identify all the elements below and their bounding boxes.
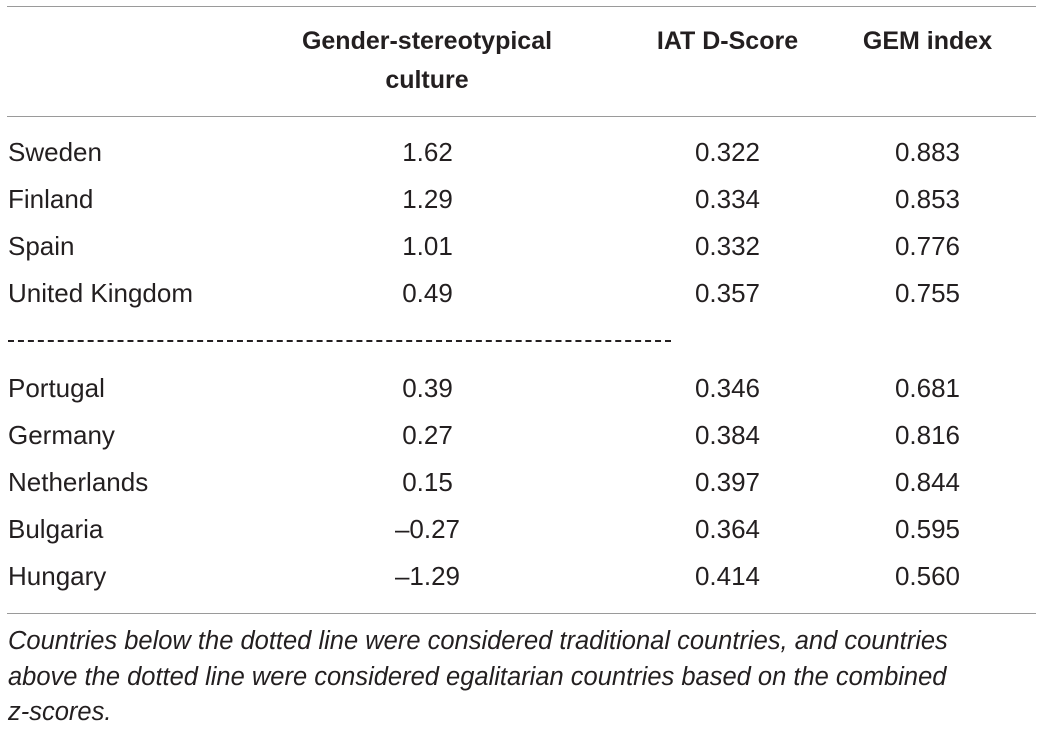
country-cell: Finland [8, 184, 94, 214]
iat-cell: 0.397 [694, 467, 761, 497]
table-row: Bulgaria –0.27 0.364 0.595 [0, 506, 1043, 553]
table-row: United Kingdom 0.49 0.357 0.755 [0, 270, 1043, 317]
header-iat-d-score: IAT D-Score [656, 27, 799, 55]
iat-cell: 0.384 [694, 420, 761, 450]
iat-cell: 0.346 [694, 373, 761, 403]
country-cell: Hungary [8, 561, 107, 591]
footnote-line: Countries below the dotted line were con… [8, 627, 948, 655]
dotted-divider [8, 340, 671, 342]
table-row: Spain 1.01 0.332 0.776 [0, 223, 1043, 270]
gem-cell: 0.816 [894, 420, 961, 450]
country-cell: United Kingdom [8, 278, 193, 308]
footnote-line: above the dotted line were considered eg… [8, 662, 947, 691]
gem-cell: 0.595 [894, 514, 961, 544]
culture-cell: 0.49 [402, 278, 453, 308]
header-line: culture [385, 66, 469, 94]
gem-cell: 0.883 [894, 137, 961, 167]
iat-cell: 0.364 [694, 514, 761, 544]
table-row: Finland 1.29 0.334 0.853 [0, 176, 1043, 223]
gem-cell: 0.560 [894, 561, 961, 591]
culture-cell: 1.62 [402, 137, 453, 167]
table-row: Sweden 1.62 0.322 0.883 [0, 129, 1043, 176]
table-row: Germany 0.27 0.384 0.816 [0, 412, 1043, 459]
country-cell: Sweden [8, 137, 102, 167]
table-row: Netherlands 0.15 0.397 0.844 [0, 459, 1043, 506]
iat-cell: 0.414 [694, 561, 761, 591]
iat-cell: 0.322 [694, 137, 761, 167]
country-cell: Bulgaria [8, 514, 104, 544]
gem-cell: 0.844 [894, 467, 961, 497]
table-row: Hungary –1.29 0.414 0.560 [0, 553, 1043, 600]
culture-cell: 1.01 [402, 231, 453, 261]
header-line: Gender-stereotypical [301, 27, 553, 55]
footnote-line: z-scores. [8, 698, 112, 726]
culture-cell: –0.27 [394, 514, 461, 544]
culture-cell: 1.29 [402, 184, 453, 214]
country-cell: Portugal [8, 373, 105, 403]
table-top-rule [7, 6, 1036, 7]
gem-cell: 0.776 [894, 231, 961, 261]
gem-cell: 0.681 [894, 373, 961, 403]
iat-cell: 0.357 [694, 278, 761, 308]
table-bottom-rule [7, 613, 1036, 614]
culture-cell: 0.39 [402, 373, 453, 403]
culture-cell: 0.27 [402, 420, 453, 450]
header-gender-stereotypical-culture: Gender-stereotypical culture [262, 22, 592, 100]
header-rule [7, 116, 1036, 117]
table-row: Portugal 0.39 0.346 0.681 [0, 365, 1043, 412]
country-cell: Germany [8, 420, 115, 450]
iat-cell: 0.334 [694, 184, 761, 214]
country-cell: Netherlands [8, 467, 149, 497]
country-cell: Spain [8, 231, 75, 261]
header-gem-index: GEM index [862, 27, 993, 55]
culture-cell: 0.15 [402, 467, 453, 497]
gem-cell: 0.853 [894, 184, 961, 214]
culture-cell: –1.29 [394, 561, 461, 591]
iat-cell: 0.332 [694, 231, 761, 261]
table-footnote: Countries below the dotted line were con… [8, 624, 1038, 731]
gem-cell: 0.755 [894, 278, 961, 308]
